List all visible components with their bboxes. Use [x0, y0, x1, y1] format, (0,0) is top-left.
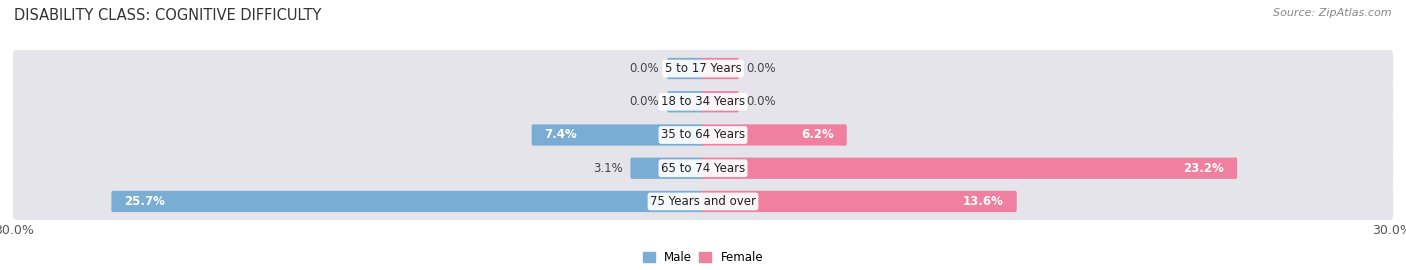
- Text: 0.0%: 0.0%: [630, 62, 659, 75]
- FancyBboxPatch shape: [668, 58, 704, 79]
- Text: 5 to 17 Years: 5 to 17 Years: [665, 62, 741, 75]
- Text: 0.0%: 0.0%: [747, 95, 776, 108]
- FancyBboxPatch shape: [702, 58, 738, 79]
- FancyBboxPatch shape: [13, 183, 1393, 220]
- Text: 13.6%: 13.6%: [963, 195, 1004, 208]
- FancyBboxPatch shape: [13, 83, 1393, 120]
- Text: Source: ZipAtlas.com: Source: ZipAtlas.com: [1274, 8, 1392, 18]
- FancyBboxPatch shape: [702, 158, 1237, 179]
- FancyBboxPatch shape: [13, 150, 1393, 187]
- Legend: Male, Female: Male, Female: [643, 251, 763, 264]
- FancyBboxPatch shape: [531, 124, 704, 146]
- FancyBboxPatch shape: [702, 91, 738, 112]
- Text: 65 to 74 Years: 65 to 74 Years: [661, 162, 745, 175]
- FancyBboxPatch shape: [13, 50, 1393, 87]
- Text: 7.4%: 7.4%: [544, 129, 578, 141]
- Text: 0.0%: 0.0%: [630, 95, 659, 108]
- FancyBboxPatch shape: [702, 124, 846, 146]
- Text: 3.1%: 3.1%: [593, 162, 623, 175]
- FancyBboxPatch shape: [111, 191, 704, 212]
- Text: 23.2%: 23.2%: [1184, 162, 1225, 175]
- Text: 0.0%: 0.0%: [747, 62, 776, 75]
- Text: 35 to 64 Years: 35 to 64 Years: [661, 129, 745, 141]
- Text: 18 to 34 Years: 18 to 34 Years: [661, 95, 745, 108]
- Text: 75 Years and over: 75 Years and over: [650, 195, 756, 208]
- FancyBboxPatch shape: [630, 158, 704, 179]
- Text: 6.2%: 6.2%: [801, 129, 834, 141]
- FancyBboxPatch shape: [702, 191, 1017, 212]
- Text: DISABILITY CLASS: COGNITIVE DIFFICULTY: DISABILITY CLASS: COGNITIVE DIFFICULTY: [14, 8, 322, 23]
- Text: 25.7%: 25.7%: [124, 195, 165, 208]
- FancyBboxPatch shape: [13, 116, 1393, 154]
- FancyBboxPatch shape: [668, 91, 704, 112]
